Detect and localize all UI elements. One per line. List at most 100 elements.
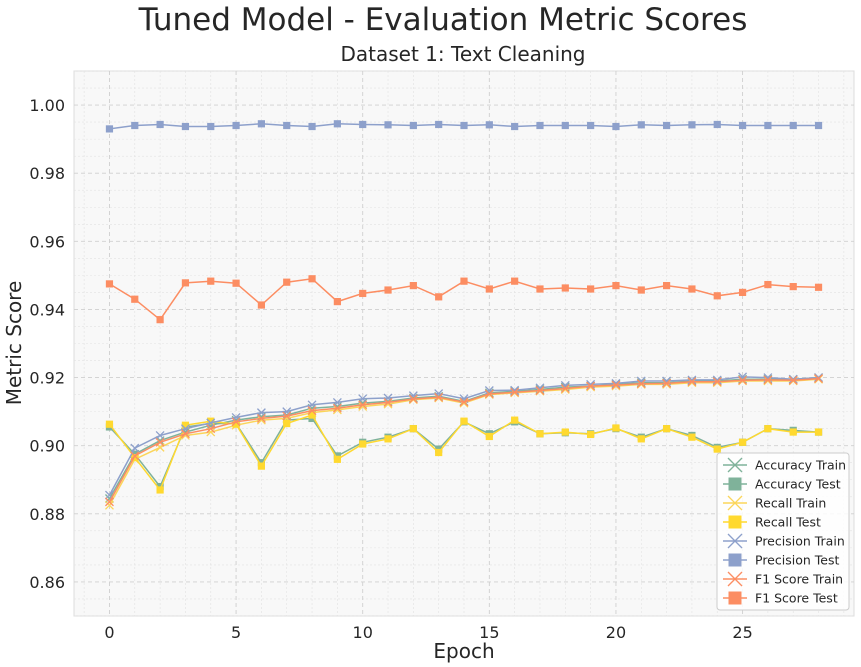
data-point <box>560 384 570 393</box>
data-point <box>435 448 443 457</box>
legend-item: Recall Test <box>723 515 821 530</box>
data-point <box>384 286 392 294</box>
data-point <box>536 121 544 130</box>
legend-item: F1 Score Train <box>723 572 843 587</box>
data-point <box>662 281 671 290</box>
data-point <box>814 283 823 291</box>
data-point <box>587 285 595 293</box>
grid <box>74 70 854 617</box>
data-point <box>738 288 747 297</box>
data-point <box>359 440 367 448</box>
data-point <box>814 374 824 384</box>
data-point <box>789 428 797 436</box>
x-tick-label: 10 <box>353 623 373 642</box>
data-point <box>256 413 266 423</box>
data-point <box>738 375 748 385</box>
data-point <box>257 301 266 309</box>
x-tick-label: 15 <box>479 623 499 642</box>
data-point <box>434 392 444 402</box>
data-point <box>459 397 469 407</box>
data-point <box>485 121 493 129</box>
data-point <box>257 120 266 128</box>
data-point <box>536 285 544 293</box>
data-point <box>637 435 645 443</box>
x-tick-label: 0 <box>104 623 114 642</box>
legend-label: Accuracy Train <box>755 458 846 473</box>
x-tick-label: 5 <box>231 623 241 642</box>
data-point <box>231 417 241 427</box>
data-point <box>155 437 165 447</box>
data-point <box>764 280 772 289</box>
data-point <box>688 285 696 293</box>
data-point <box>561 428 569 436</box>
data-point <box>687 377 697 387</box>
data-point <box>434 389 444 399</box>
data-point <box>484 389 494 399</box>
legend-marker <box>727 571 743 587</box>
data-point <box>409 281 417 290</box>
data-point <box>789 121 797 130</box>
data-point <box>738 121 747 130</box>
x-axis-label: Epoch <box>433 639 494 663</box>
data-point <box>105 420 114 428</box>
data-point <box>308 411 316 419</box>
series-f1-score-train <box>104 374 824 507</box>
data-point <box>283 121 291 130</box>
legend-label: Precision Train <box>755 534 845 549</box>
data-point <box>131 295 139 303</box>
data-point <box>333 120 341 128</box>
data-point <box>282 411 292 421</box>
data-point <box>561 284 569 292</box>
data-point <box>688 121 696 129</box>
data-point <box>713 292 721 300</box>
data-point <box>712 377 722 387</box>
data-point <box>156 486 164 494</box>
data-point <box>612 281 620 290</box>
data-point <box>637 286 645 294</box>
data-point <box>688 433 696 441</box>
data-point <box>104 500 114 510</box>
tick-labels: 0 5 10 15 20 25 0.86 0.88 0.90 0.92 0.94 0.96 0.98 1.… <box>29 96 752 642</box>
legend-item: Recall Train <box>723 496 826 511</box>
series-layer <box>104 120 824 510</box>
data-point <box>713 120 721 129</box>
data-point <box>155 431 165 440</box>
data-point <box>408 394 418 404</box>
data-point <box>307 406 317 416</box>
data-point <box>536 430 544 438</box>
data-point <box>460 121 468 130</box>
data-point <box>636 378 646 388</box>
data-point <box>535 386 545 395</box>
data-point <box>283 278 291 286</box>
data-point <box>283 419 291 428</box>
legend-marker <box>728 477 742 491</box>
data-point <box>814 121 823 130</box>
data-point <box>181 122 190 131</box>
data-point <box>435 120 443 129</box>
legend-item: Precision Test <box>723 553 839 568</box>
data-point <box>713 445 721 453</box>
legend-marker <box>727 495 743 511</box>
series-recall-test <box>105 411 823 494</box>
y-tick-label: 0.88 <box>29 505 65 524</box>
data-point <box>131 454 139 462</box>
data-point <box>636 379 646 389</box>
data-point <box>207 122 215 131</box>
legend-label: F1 Score Train <box>755 572 843 587</box>
legend-marker <box>727 457 743 473</box>
data-point <box>485 432 493 441</box>
data-point <box>409 425 417 433</box>
x-tick-label: 20 <box>606 623 626 642</box>
legend-item: Accuracy Train <box>723 458 846 473</box>
data-point <box>207 277 215 285</box>
data-point <box>358 400 368 410</box>
y-axis-label: Metric Score <box>2 281 26 406</box>
data-point <box>662 121 671 130</box>
data-point <box>232 279 240 287</box>
chart-subtitle: Dataset 1: Text Cleaning <box>341 42 586 66</box>
data-point <box>308 122 316 131</box>
data-point <box>612 424 620 432</box>
data-point <box>712 375 722 385</box>
data-point <box>232 121 240 130</box>
